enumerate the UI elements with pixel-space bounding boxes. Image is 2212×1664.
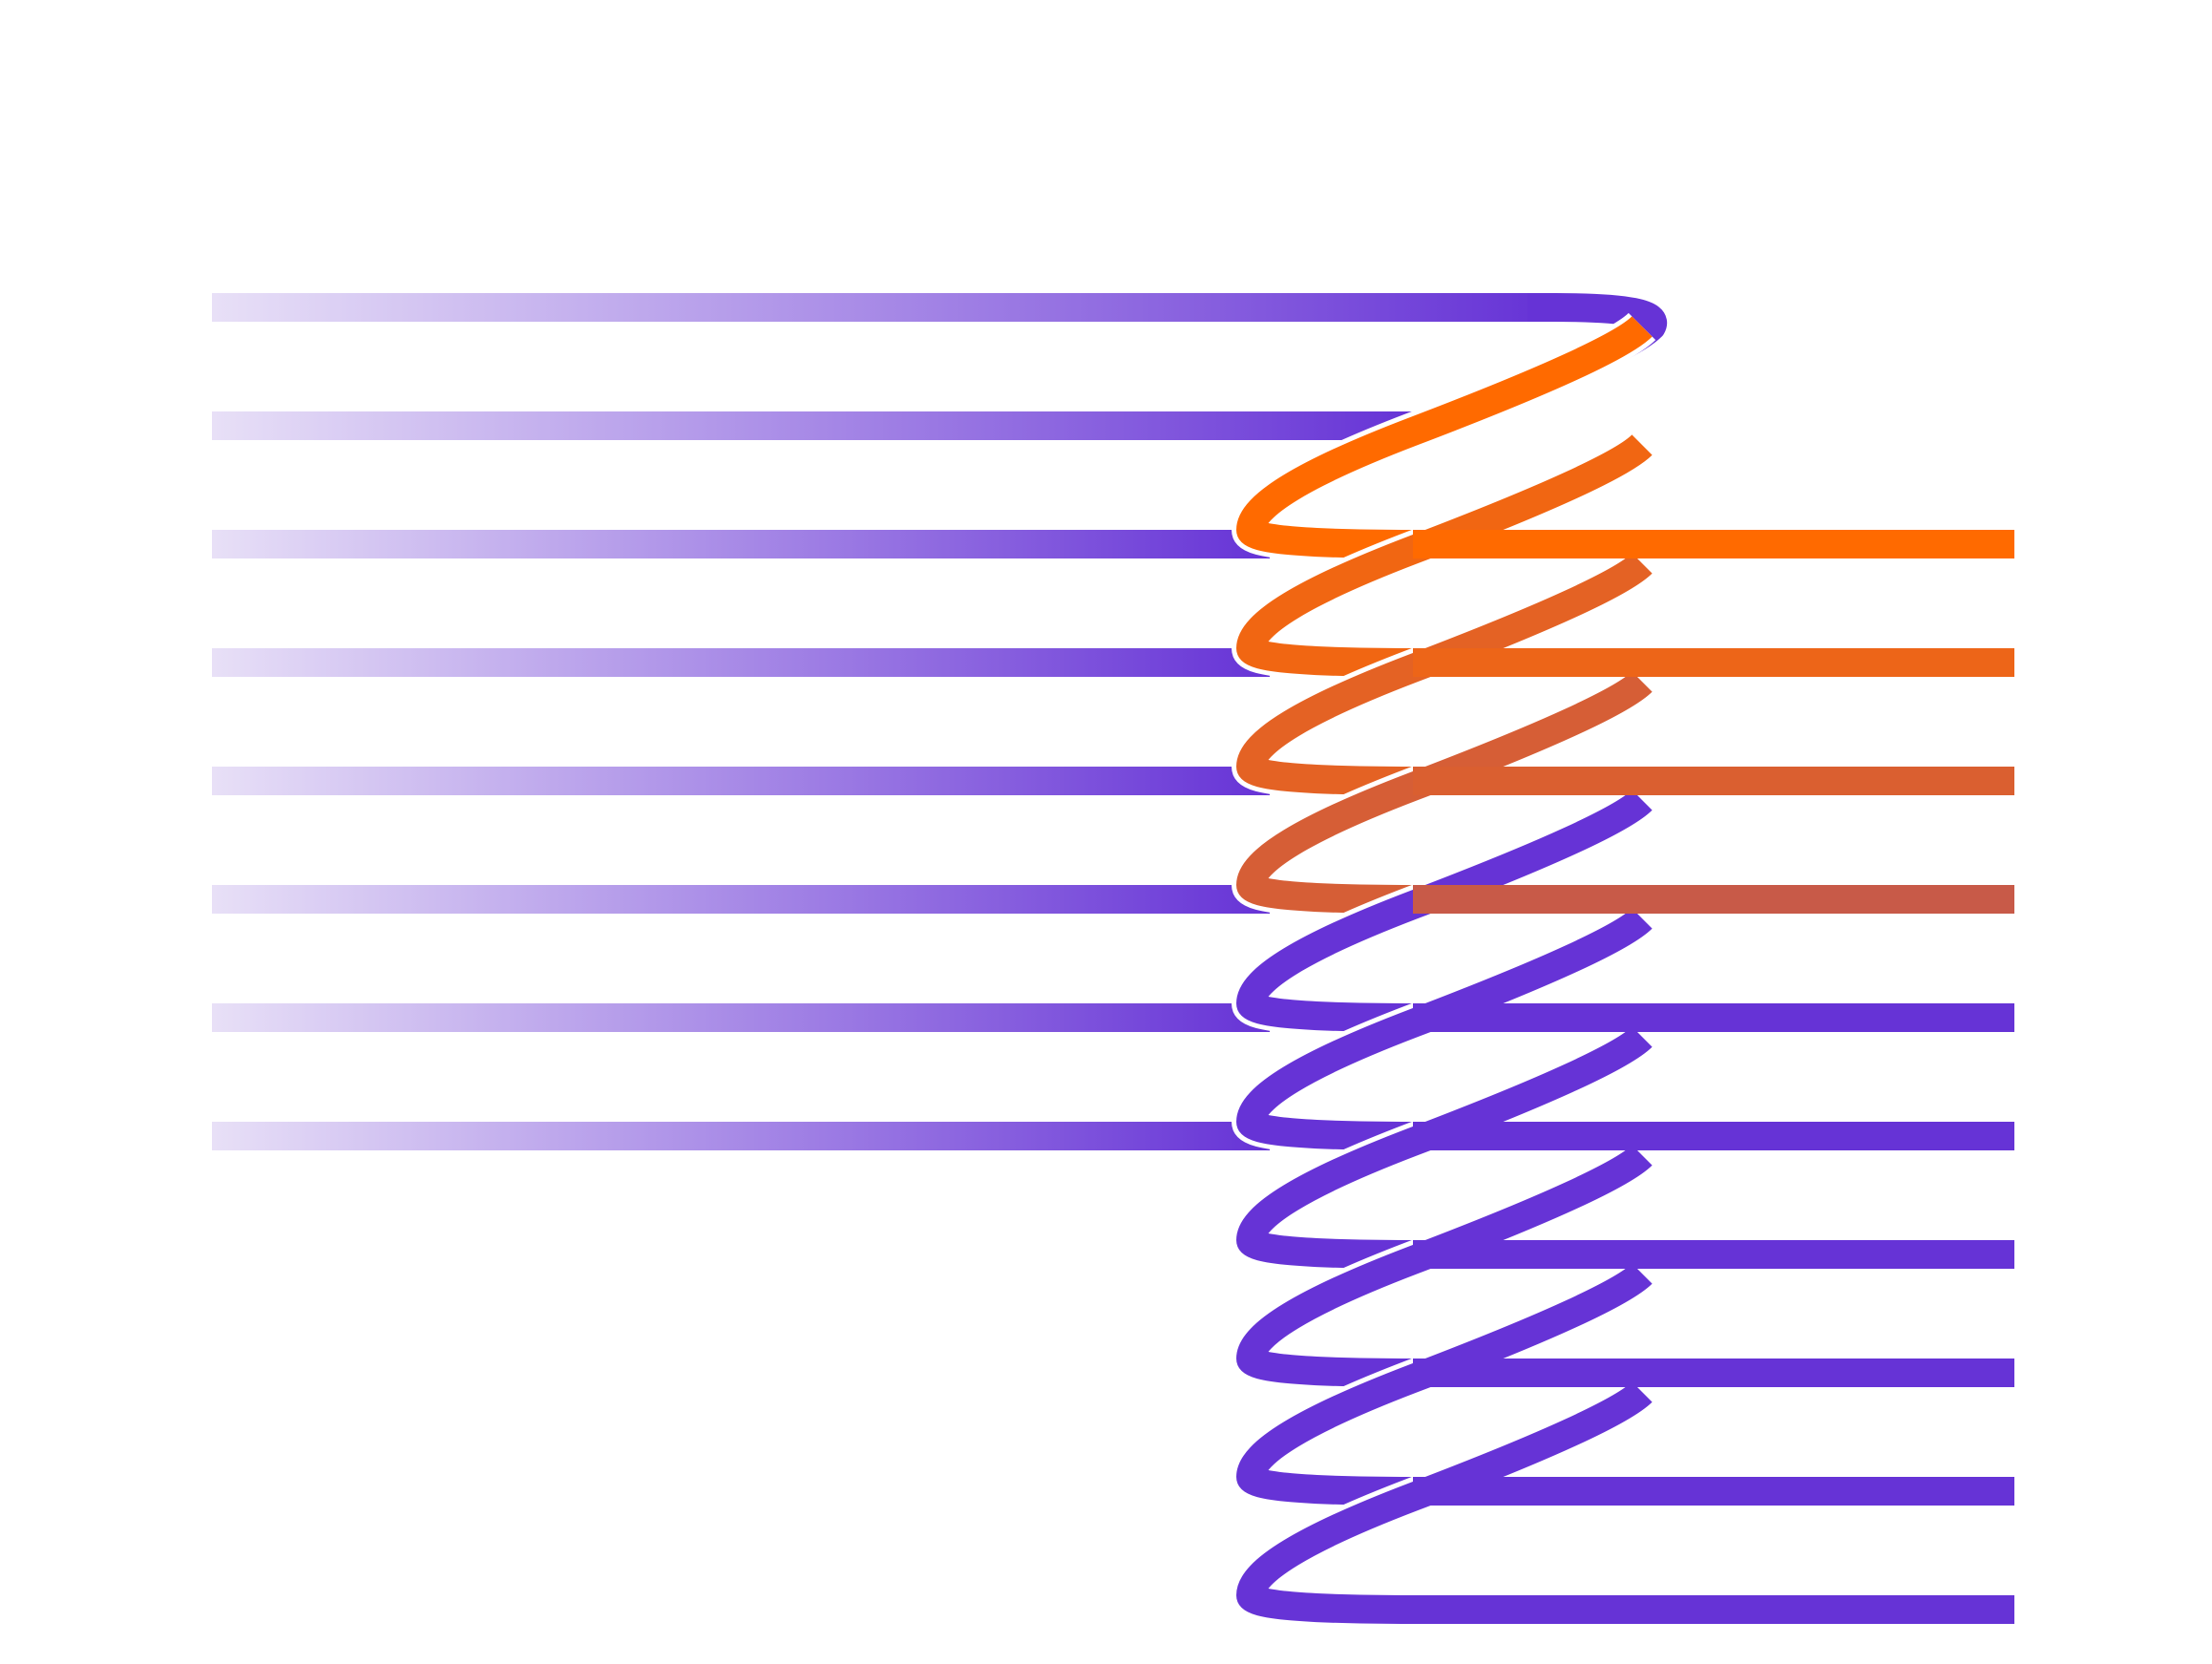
right-line-group [1413,530,2014,1624]
left-line [212,293,1547,322]
left-line [212,530,1270,558]
left-line [212,648,1270,677]
left-line [212,411,1413,440]
spiral-turn [1235,1025,1653,1269]
spiral-turn [1235,907,1653,1150]
right-line [1413,1477,2014,1506]
left-line [212,885,1270,914]
right-line [1413,1122,2014,1150]
left-line [212,1122,1270,1150]
spiral-turn [1235,1262,1653,1506]
spiral-turn [1235,552,1653,795]
right-line [1413,1359,2014,1387]
spiral-turn [1235,433,1653,677]
right-line [1413,530,2014,558]
spiral-turn [1235,315,1653,558]
spiral-turn [1235,1144,1653,1387]
spiral-turn [1235,789,1653,1032]
spiral-group [1231,288,1672,1629]
right-line [1413,885,2014,914]
left-line-group [212,293,1547,1150]
right-line [1413,1595,2014,1624]
left-line [212,1003,1270,1032]
spiral-turn [1235,1380,1653,1624]
right-line [1413,767,2014,795]
left-line [212,767,1270,795]
right-line [1413,648,2014,677]
right-line [1413,1240,2014,1269]
right-line [1413,1003,2014,1032]
spiral-turn [1235,670,1653,914]
